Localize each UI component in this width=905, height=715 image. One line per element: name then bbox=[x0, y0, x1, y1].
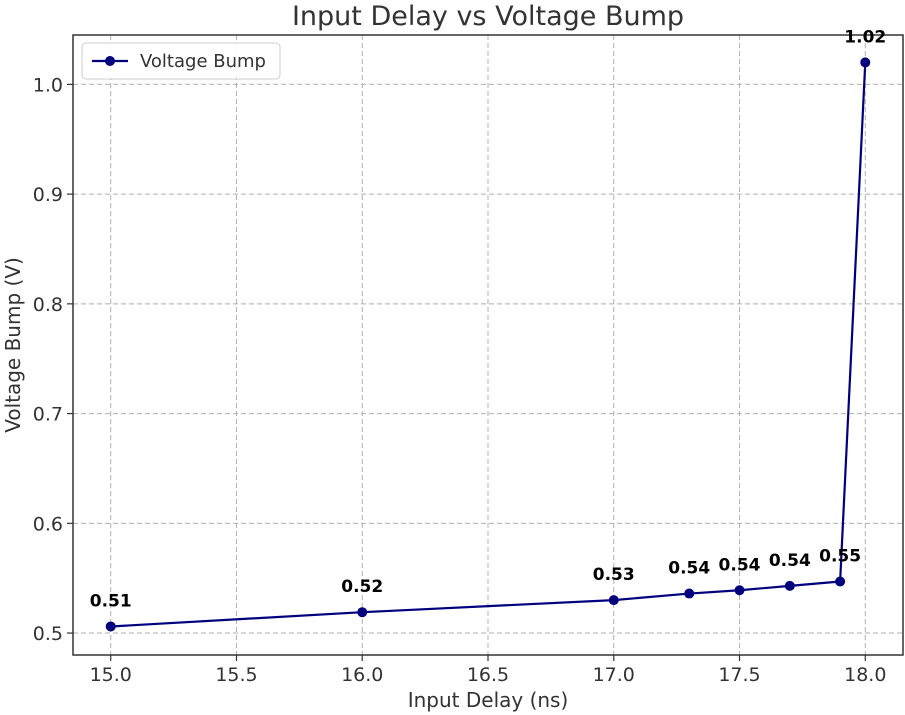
axis-ticks: 15.0 15.5 16.0 16.5 17.0 17.5 18.0 0.5 0.6 0.7 0.8… bbox=[33, 74, 887, 686]
data-label: 1.02 bbox=[844, 27, 886, 47]
data-point bbox=[357, 607, 368, 618]
x-tick-label: 15.5 bbox=[215, 664, 257, 686]
y-tick-label: 0.7 bbox=[33, 404, 63, 426]
y-tick-label: 1.0 bbox=[33, 74, 63, 96]
chart-title: Input Delay vs Voltage Bump bbox=[292, 1, 684, 32]
x-tick-label: 18.0 bbox=[844, 664, 886, 686]
data-labels: 0.51 0.52 0.53 0.54 0.54 0.54 0.55 1.02 bbox=[90, 27, 886, 611]
data-point bbox=[608, 595, 619, 606]
data-label: 0.51 bbox=[90, 591, 132, 611]
data-label: 0.55 bbox=[819, 546, 861, 566]
y-tick-label: 0.6 bbox=[33, 513, 63, 535]
legend-box bbox=[81, 42, 281, 80]
grid bbox=[73, 35, 903, 655]
data-point bbox=[105, 621, 116, 632]
data-point bbox=[835, 576, 846, 587]
data-point bbox=[860, 57, 871, 68]
series-voltage-bump bbox=[105, 57, 871, 632]
x-tick-label: 15.0 bbox=[90, 664, 132, 686]
legend-marker bbox=[105, 56, 115, 66]
x-tick-label: 16.5 bbox=[467, 664, 509, 686]
data-point bbox=[734, 585, 745, 596]
data-label: 0.54 bbox=[769, 551, 811, 571]
x-tick-label: 16.0 bbox=[341, 664, 383, 686]
data-point bbox=[784, 580, 795, 591]
data-label: 0.54 bbox=[719, 555, 761, 575]
legend-label: Voltage Bump bbox=[140, 51, 266, 72]
data-label: 0.52 bbox=[341, 577, 383, 597]
data-label: 0.53 bbox=[593, 565, 635, 585]
y-tick-label: 0.8 bbox=[33, 294, 63, 316]
x-tick-label: 17.0 bbox=[593, 664, 635, 686]
series-line bbox=[110, 62, 867, 628]
x-tick-label: 17.5 bbox=[718, 664, 760, 686]
y-axis-title: Voltage Bump (V) bbox=[1, 257, 25, 433]
y-tick-label: 0.9 bbox=[33, 184, 63, 206]
data-point bbox=[684, 588, 695, 599]
y-tick-label: 0.5 bbox=[33, 623, 63, 645]
x-axis-title: Input Delay (ns) bbox=[408, 688, 569, 712]
data-label: 0.54 bbox=[668, 559, 710, 579]
legend: Voltage Bump bbox=[81, 42, 281, 80]
